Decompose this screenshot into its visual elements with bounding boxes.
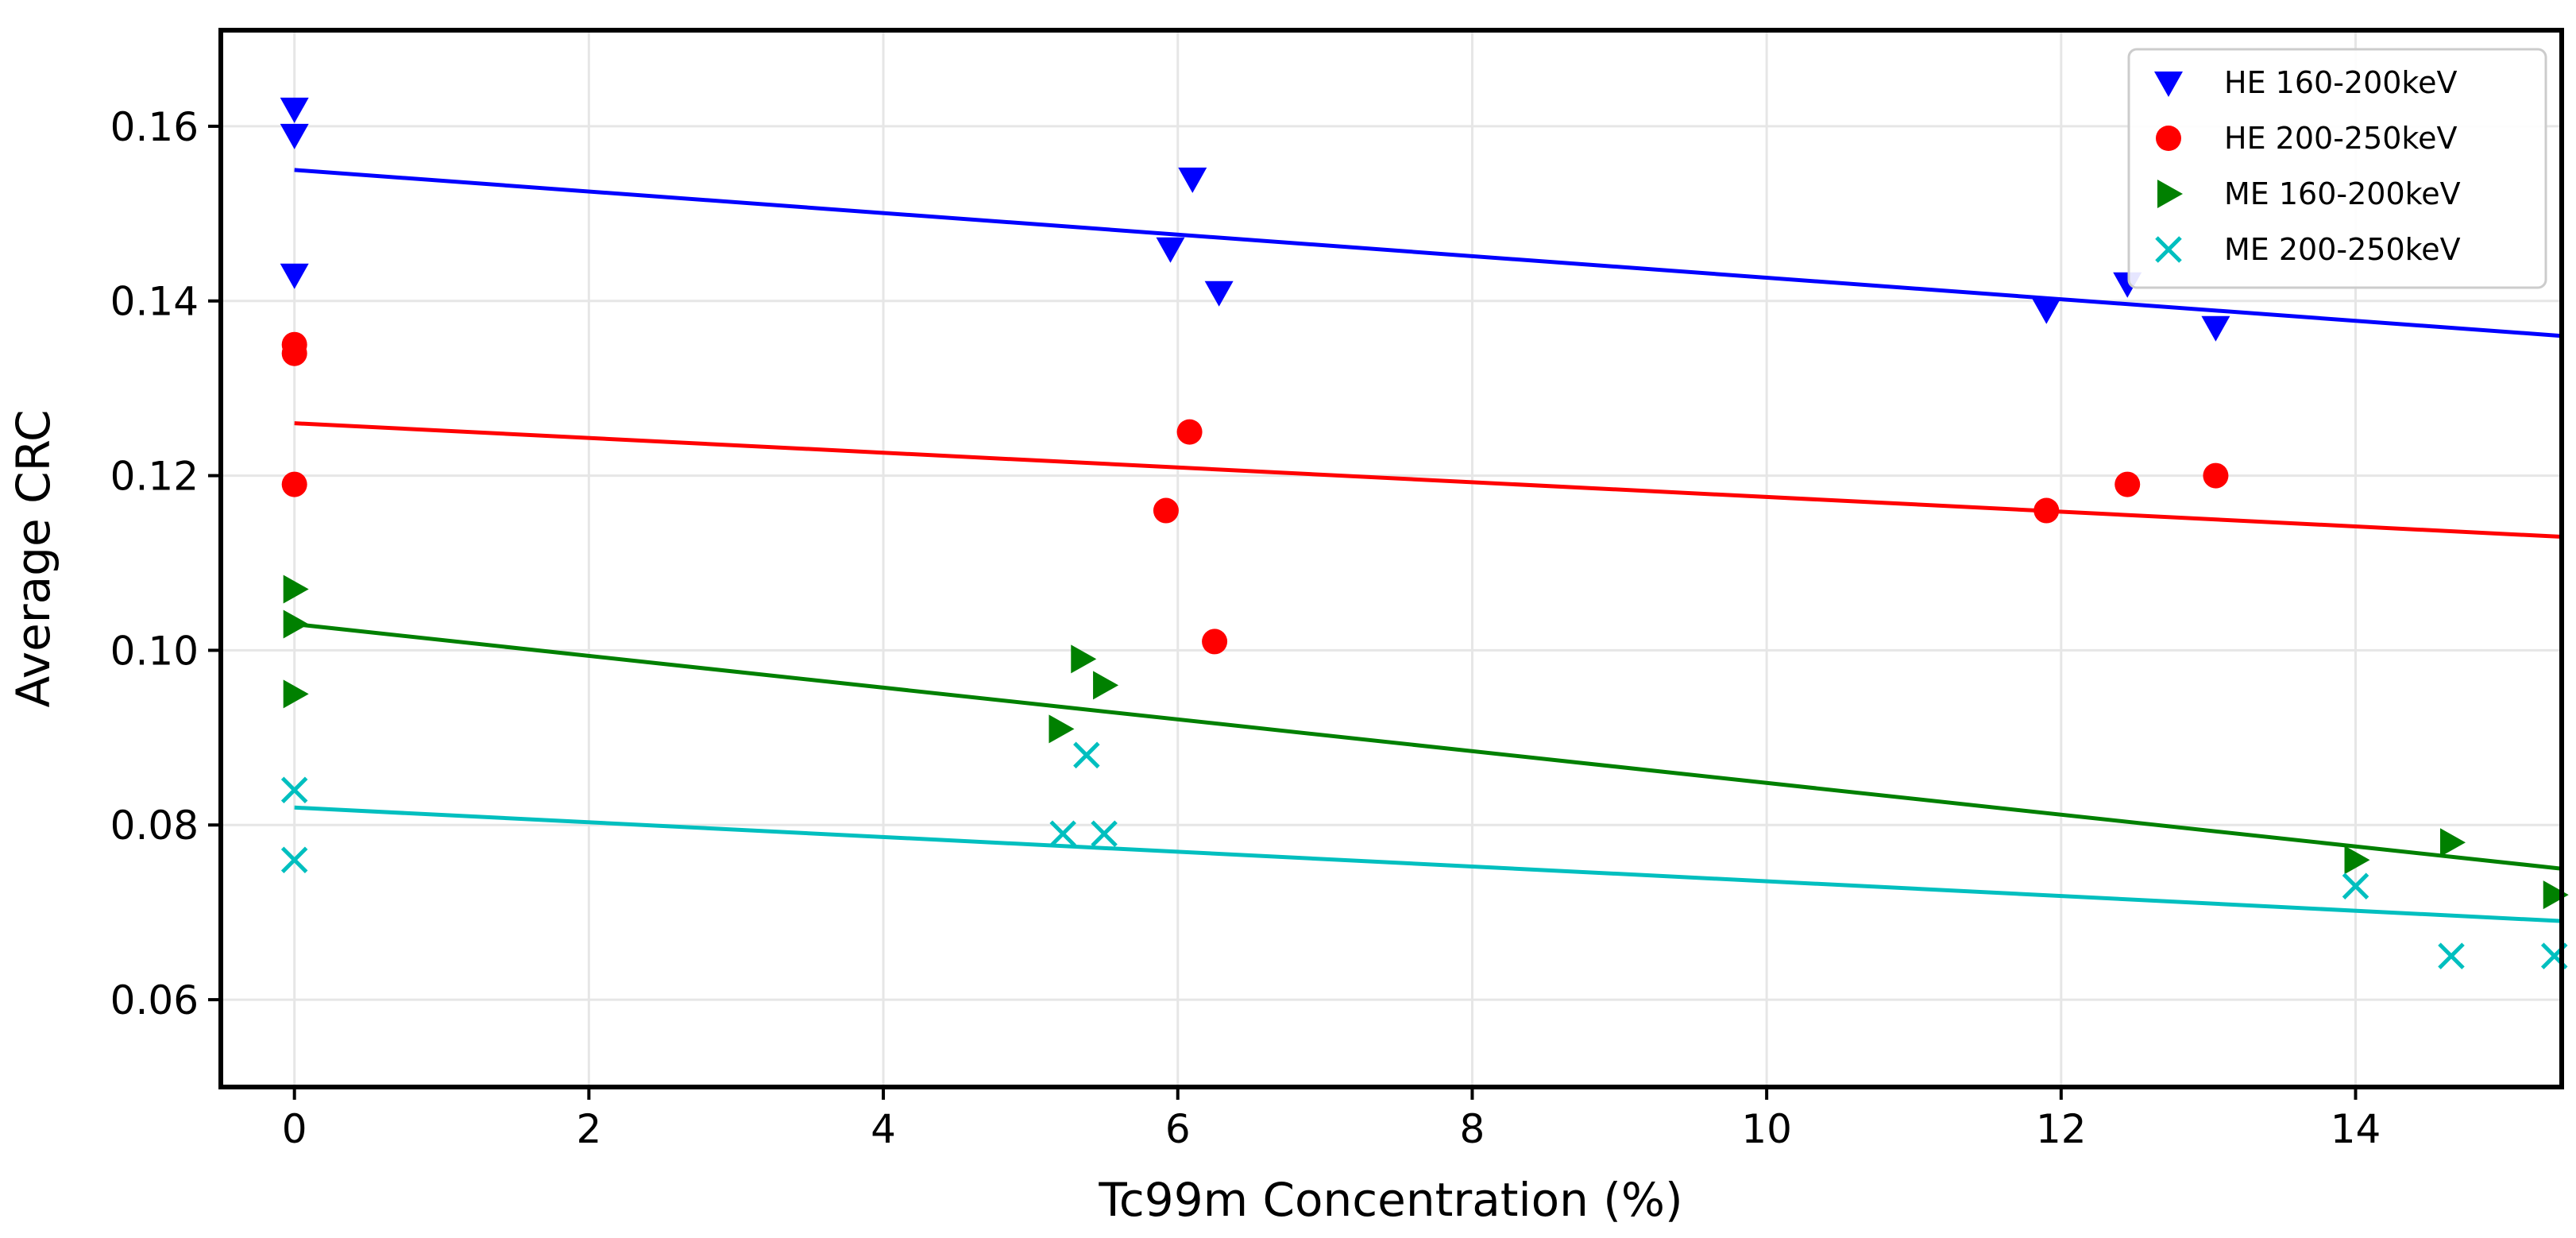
data-point (1049, 820, 1076, 848)
data-point (1093, 671, 1119, 700)
fit-line (294, 421, 2562, 540)
data-points-layer (280, 97, 2569, 969)
data-point (280, 123, 309, 149)
legend-label: ME 160-200keV (2224, 176, 2461, 211)
y-tick-label: 0.06 (110, 977, 199, 1023)
legend-marker (2155, 236, 2182, 263)
data-point (283, 679, 309, 709)
fit-lines-layer (294, 168, 2562, 923)
data-point (1071, 644, 1097, 674)
data-point (1153, 497, 1179, 524)
legend-marker (2154, 72, 2183, 97)
x-tick-label: 4 (871, 1106, 896, 1152)
legend-marker (2156, 126, 2181, 151)
y-tick-label: 0.10 (110, 628, 199, 674)
data-point (281, 471, 307, 497)
x-tick-label: 2 (576, 1106, 601, 1152)
x-tick-label: 12 (2036, 1106, 2087, 1152)
data-point (2342, 872, 2369, 899)
data-point (283, 575, 309, 604)
legend-label: HE 160-200keV (2224, 65, 2457, 100)
data-point (280, 97, 309, 123)
data-point (281, 340, 307, 366)
fit-line (294, 621, 2562, 871)
data-point (1204, 280, 1234, 307)
data-point (1178, 167, 1207, 193)
data-point (2344, 845, 2370, 875)
axis-ticks-layer: 0 2 4 6 8 10 12 14 0.06 0.08 0.10 0.12 0.14 0.16 (110, 104, 2381, 1152)
x-tick-label: 10 (1741, 1106, 1792, 1152)
data-point (2203, 462, 2229, 489)
x-tick-label: 6 (1165, 1106, 1191, 1152)
data-point (2438, 942, 2465, 969)
data-point (1049, 714, 1075, 744)
data-point (2032, 298, 2061, 324)
data-point (2033, 497, 2060, 524)
data-point (2201, 315, 2230, 342)
data-point (1202, 629, 1228, 655)
y-tick-label: 0.16 (110, 104, 199, 150)
legend-marker (2157, 180, 2183, 208)
y-tick-label: 0.14 (110, 279, 199, 325)
data-point (280, 263, 309, 289)
x-tick-label: 14 (2331, 1106, 2381, 1152)
data-point (2114, 471, 2141, 497)
legend-label: HE 200-250keV (2224, 121, 2457, 156)
data-point (2439, 828, 2466, 857)
fit-line (294, 168, 2562, 339)
legend: HE 160-200keV HE 200-250keV ME 160-200keV M… (2127, 48, 2547, 289)
data-point (1176, 419, 1203, 445)
x-tick-label: 0 (282, 1106, 307, 1152)
data-point (1156, 237, 1185, 263)
data-point (280, 776, 308, 804)
plot-frame (218, 28, 2564, 1089)
legend-label: ME 200-250keV (2224, 232, 2461, 267)
fit-line (294, 805, 2562, 923)
legend-box (2127, 48, 2547, 289)
data-point (2543, 880, 2569, 910)
x-axis-title: Tc99m Concentration (%) (1098, 1173, 1682, 1227)
x-tick-label: 8 (1460, 1106, 1485, 1152)
y-tick-label: 0.08 (110, 803, 199, 849)
data-point (1073, 741, 1100, 769)
data-point (283, 609, 309, 639)
y-tick-label: 0.12 (110, 454, 199, 500)
data-point (1091, 820, 1118, 848)
data-point (280, 846, 308, 873)
y-axis-title: Average CRC (6, 409, 60, 707)
